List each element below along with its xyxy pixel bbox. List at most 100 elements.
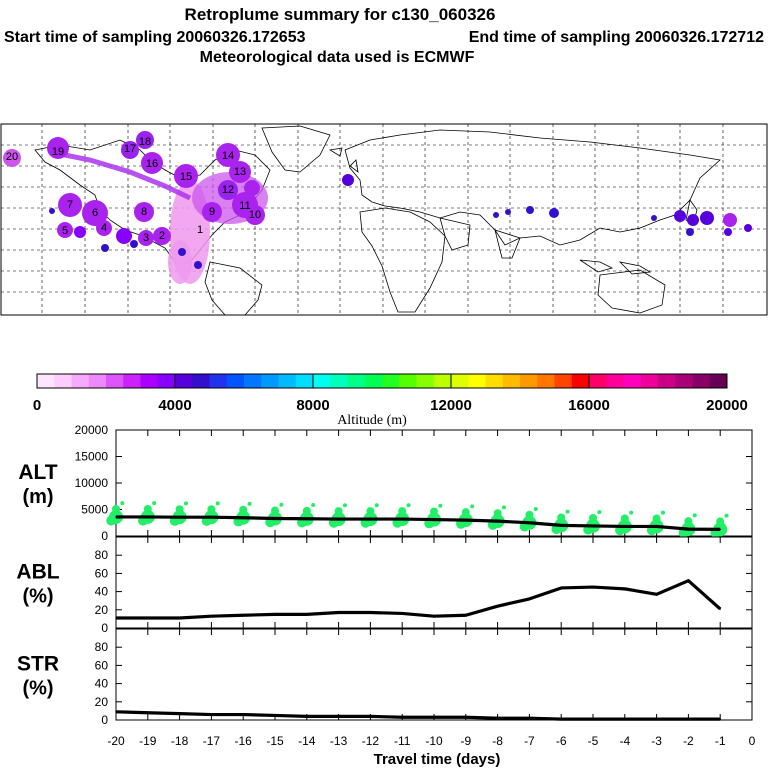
alt-spread-point (692, 513, 697, 518)
colorbar-swatch (658, 374, 676, 388)
colorbar-title: Altitude (m) (337, 413, 407, 428)
abl-data-point (115, 617, 117, 619)
alt-data-point (687, 528, 690, 530)
colorbar-swatch (709, 374, 728, 388)
colorbar-swatch (502, 374, 521, 388)
colorbar-swatch (175, 374, 193, 388)
x-axis-title: Travel time (days) (374, 751, 501, 768)
altitude-colorbar: 0 4000 8000 12000 16000 20000 Altitude (m) (33, 373, 748, 428)
alt-spread-point (366, 507, 375, 516)
alt-data-point (369, 518, 372, 520)
abl-data-point (369, 611, 372, 614)
abl-data-point (337, 611, 340, 614)
map-day-label: 6 (92, 207, 98, 219)
str-data-point (242, 713, 244, 716)
abl-data-point (306, 613, 308, 616)
alt-spread-point (724, 513, 729, 518)
colorbar-swatch (554, 374, 573, 388)
str-y-tick-label: 40 (95, 677, 109, 691)
alt-spread-point (143, 504, 152, 513)
colorbar-swatch (485, 374, 504, 388)
abl-panel-unit: (%) (22, 586, 53, 608)
abl-data-point (560, 587, 562, 589)
figure-title: Retroplume summary for c130_060326 (185, 5, 496, 24)
colorbar-tick-label: 20000 (706, 397, 748, 414)
str-data-point (624, 718, 626, 720)
alt-spread-point (311, 502, 316, 507)
colorbar-swatch (330, 374, 348, 388)
abl-y-tick-label: 0 (101, 621, 108, 635)
alt-data-point (592, 525, 594, 527)
map-day-label: 12 (222, 184, 234, 196)
alt-spread-point (271, 506, 279, 515)
alt-data-point (528, 521, 531, 524)
abl-data-point (687, 579, 690, 582)
abl-data-point (719, 608, 721, 610)
alt-data-point (401, 518, 404, 520)
abl-y-tick-label: 20 (95, 603, 109, 617)
abl-y-tick-label: 60 (95, 566, 109, 580)
alt-spread-point (430, 507, 438, 516)
colorbar-swatch (140, 374, 159, 388)
colorbar-swatch (571, 374, 590, 388)
str-y-tick-label: 60 (95, 658, 109, 672)
alt-data-point (433, 518, 435, 521)
map-day-label: 5 (62, 225, 68, 237)
abl-data-point (242, 614, 244, 617)
map-day-label: 19 (52, 146, 64, 158)
x-tick-label: -1 (715, 734, 726, 748)
alt-spread-point (470, 504, 475, 509)
alt-data-point (242, 516, 244, 519)
alt-y-tick-label: 0 (101, 529, 108, 543)
alt-spread-point (557, 513, 566, 522)
colorbar-swatch (192, 374, 210, 388)
colorbar-swatch (451, 374, 469, 388)
colorbar-swatch (37, 374, 55, 388)
end-time-label: End time of sampling 20060326.172712 (469, 29, 764, 46)
x-tick-label: -7 (524, 734, 535, 748)
x-tick-label: -9 (460, 734, 471, 748)
str-data-point (401, 716, 404, 719)
colorbar-swatch (382, 374, 400, 388)
alt-data-point (274, 517, 276, 520)
str-data-point (147, 711, 149, 714)
abl-y-tick-label: 40 (95, 585, 109, 599)
alt-spread-point (112, 504, 120, 513)
abl-data-point (624, 588, 626, 590)
str-data-point (210, 713, 213, 716)
colorbar-swatch (433, 374, 452, 388)
alt-spread-point (120, 501, 125, 506)
plume-footprints (3, 131, 752, 284)
abl-series-line (116, 579, 722, 620)
x-tick-label: -13 (330, 734, 348, 748)
x-tick-label: -16 (235, 734, 253, 748)
alt-spread-point (398, 507, 407, 516)
panel-abl: 80 60 40 20 0 ABL(%) (16, 536, 753, 635)
alt-spread-point (183, 501, 188, 506)
x-tick-label: -20 (107, 734, 125, 748)
x-tick-label: -17 (203, 734, 221, 748)
alt-spread-point (152, 501, 157, 506)
alt-spread-point (279, 502, 284, 507)
str-data-point (178, 712, 181, 715)
alt-data-point (178, 516, 181, 518)
alt-spread-point (589, 513, 597, 522)
alt-spread-point (374, 503, 379, 508)
alt-spread-point (106, 515, 117, 526)
abl-data-point (496, 605, 499, 607)
str-data-point (337, 715, 340, 718)
x-tick-label: -10 (425, 734, 443, 748)
abl-data-point (178, 617, 181, 619)
x-tick-label: -2 (683, 734, 694, 748)
colorbar-swatch (106, 374, 124, 388)
colorbar-swatch (209, 374, 228, 388)
map-day-label: 1 (197, 224, 203, 236)
colorbar-tick-label: 12000 (430, 397, 472, 414)
map-day-label: 10 (249, 209, 261, 221)
colorbar-swatch (675, 374, 693, 388)
map-day-label: 3 (143, 232, 149, 244)
x-tick-label: -11 (394, 734, 411, 748)
str-data-point (306, 715, 308, 718)
alt-data-point (465, 519, 467, 521)
x-tick-label: -8 (492, 734, 503, 748)
